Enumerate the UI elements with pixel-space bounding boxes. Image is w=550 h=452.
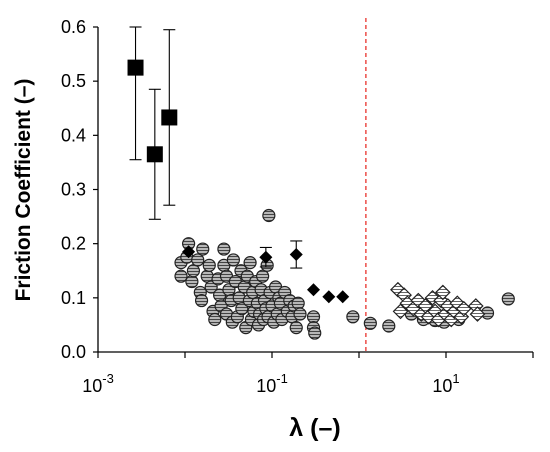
plot-axes bbox=[97, 27, 533, 353]
data-point-circle bbox=[256, 269, 270, 283]
data-point-circle bbox=[289, 321, 303, 335]
data-point-circle bbox=[200, 269, 214, 283]
x-tick-label: 101 bbox=[432, 371, 459, 396]
data-point-diamond-open bbox=[435, 284, 451, 301]
data-point-diamond bbox=[182, 245, 196, 259]
y-axis-title: Friction Coefficient (–) bbox=[12, 79, 35, 302]
data-point-circle bbox=[363, 316, 377, 330]
data-point-circle bbox=[174, 269, 188, 283]
y-tick-label: 0.0 bbox=[61, 342, 86, 362]
x-tick-exponent: -1 bbox=[276, 371, 288, 386]
data-point-diamond bbox=[336, 290, 350, 304]
data-point-square bbox=[127, 59, 144, 76]
x-tick-base: 10 bbox=[82, 376, 102, 396]
data-point-circle bbox=[243, 256, 257, 270]
x-tick-base: 10 bbox=[256, 376, 276, 396]
data-point-circle bbox=[191, 253, 205, 267]
x-tick-label: 10-1 bbox=[256, 371, 288, 396]
data-point-diamond bbox=[259, 250, 273, 264]
x-tick-exponent: 1 bbox=[452, 371, 459, 386]
data-point-circle bbox=[217, 242, 231, 256]
y-tick-label: 0.4 bbox=[61, 125, 86, 145]
data-point-diamond-open bbox=[469, 306, 486, 322]
data-point-circle bbox=[185, 274, 199, 289]
x-tick-base: 10 bbox=[432, 376, 452, 396]
data-point-circle bbox=[291, 296, 305, 310]
filled-points bbox=[127, 26, 350, 304]
y-tick-label: 0.5 bbox=[61, 71, 86, 91]
x-axis-ticks: 10-3 10-1 101 bbox=[82, 352, 534, 396]
data-point-circle bbox=[262, 208, 276, 223]
data-point-circle bbox=[202, 258, 216, 272]
data-point-square bbox=[161, 109, 178, 126]
data-point-diamond bbox=[322, 290, 336, 304]
data-point-circle bbox=[194, 293, 209, 308]
y-axis-ticks: 0.0 0.1 0.2 0.3 0.4 0.5 0.6 bbox=[61, 17, 98, 362]
data-point-circle bbox=[196, 242, 210, 256]
x-axis-title: λ (–) bbox=[289, 414, 340, 442]
x-tick-label: 10-3 bbox=[82, 371, 114, 396]
data-point-circle bbox=[186, 264, 201, 278]
y-tick-label: 0.2 bbox=[61, 234, 86, 254]
data-point-circle bbox=[306, 310, 321, 324]
data-point-circle bbox=[501, 292, 515, 306]
data-point-diamond bbox=[307, 283, 321, 297]
y-tick-label: 0.1 bbox=[61, 288, 86, 308]
data-point-square bbox=[146, 146, 163, 163]
data-point-circle bbox=[382, 319, 396, 333]
data-point-circle bbox=[293, 307, 307, 321]
data-point-circle bbox=[208, 312, 222, 327]
data-point-circle bbox=[308, 326, 322, 340]
data-point-circle bbox=[346, 310, 360, 324]
x-tick-exponent: -3 bbox=[102, 371, 114, 386]
y-tick-label: 0.3 bbox=[61, 180, 86, 200]
data-point-diamond bbox=[289, 248, 303, 261]
y-tick-label: 0.6 bbox=[61, 17, 86, 37]
data-point-circle bbox=[235, 302, 249, 316]
data-point-circle bbox=[226, 253, 240, 267]
data-point-diamond-open bbox=[392, 303, 409, 320]
hatched-points bbox=[174, 208, 515, 340]
